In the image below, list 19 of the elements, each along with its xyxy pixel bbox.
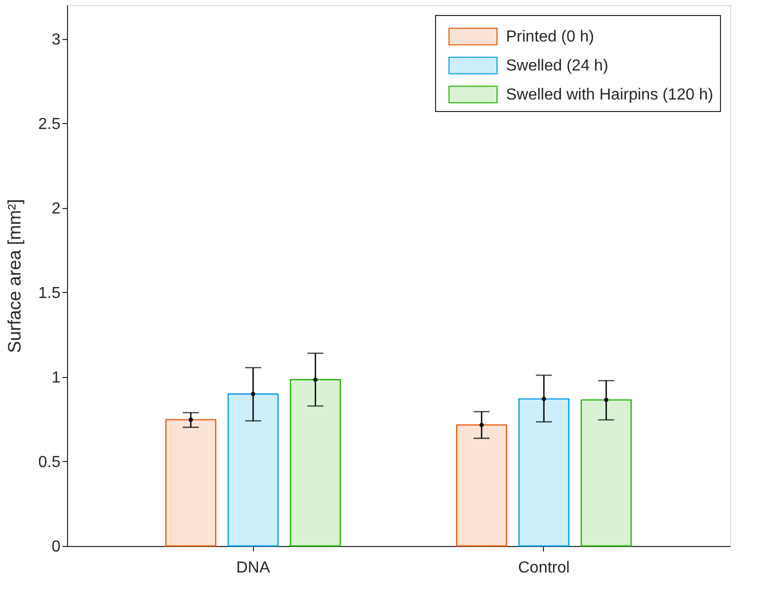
x-tick-label: Control xyxy=(518,560,570,576)
y-tick-label: 2.5 xyxy=(38,116,61,133)
bar xyxy=(290,379,341,547)
bar xyxy=(228,393,279,547)
y-tick-label: 1 xyxy=(52,369,61,386)
y-tick-label: 0 xyxy=(52,538,61,556)
legend-label: Printed (0 h) xyxy=(506,28,594,46)
y-axis-title: Surface area [mm²] xyxy=(4,198,24,354)
legend-label: Swelled (24 h) xyxy=(506,58,608,74)
y-tick-label: 2 xyxy=(52,200,61,218)
y-tick-label: 3 xyxy=(52,31,61,48)
x-tick-label: DNA xyxy=(236,560,270,576)
bar xyxy=(165,419,216,547)
bar xyxy=(518,398,570,547)
legend-label: Swelled with Hairpins (120 h) xyxy=(506,86,714,104)
bar xyxy=(580,399,632,547)
y-tick-label: 1.5 xyxy=(38,284,61,302)
y-tick-label: 0.5 xyxy=(38,454,61,471)
bar xyxy=(456,424,508,547)
